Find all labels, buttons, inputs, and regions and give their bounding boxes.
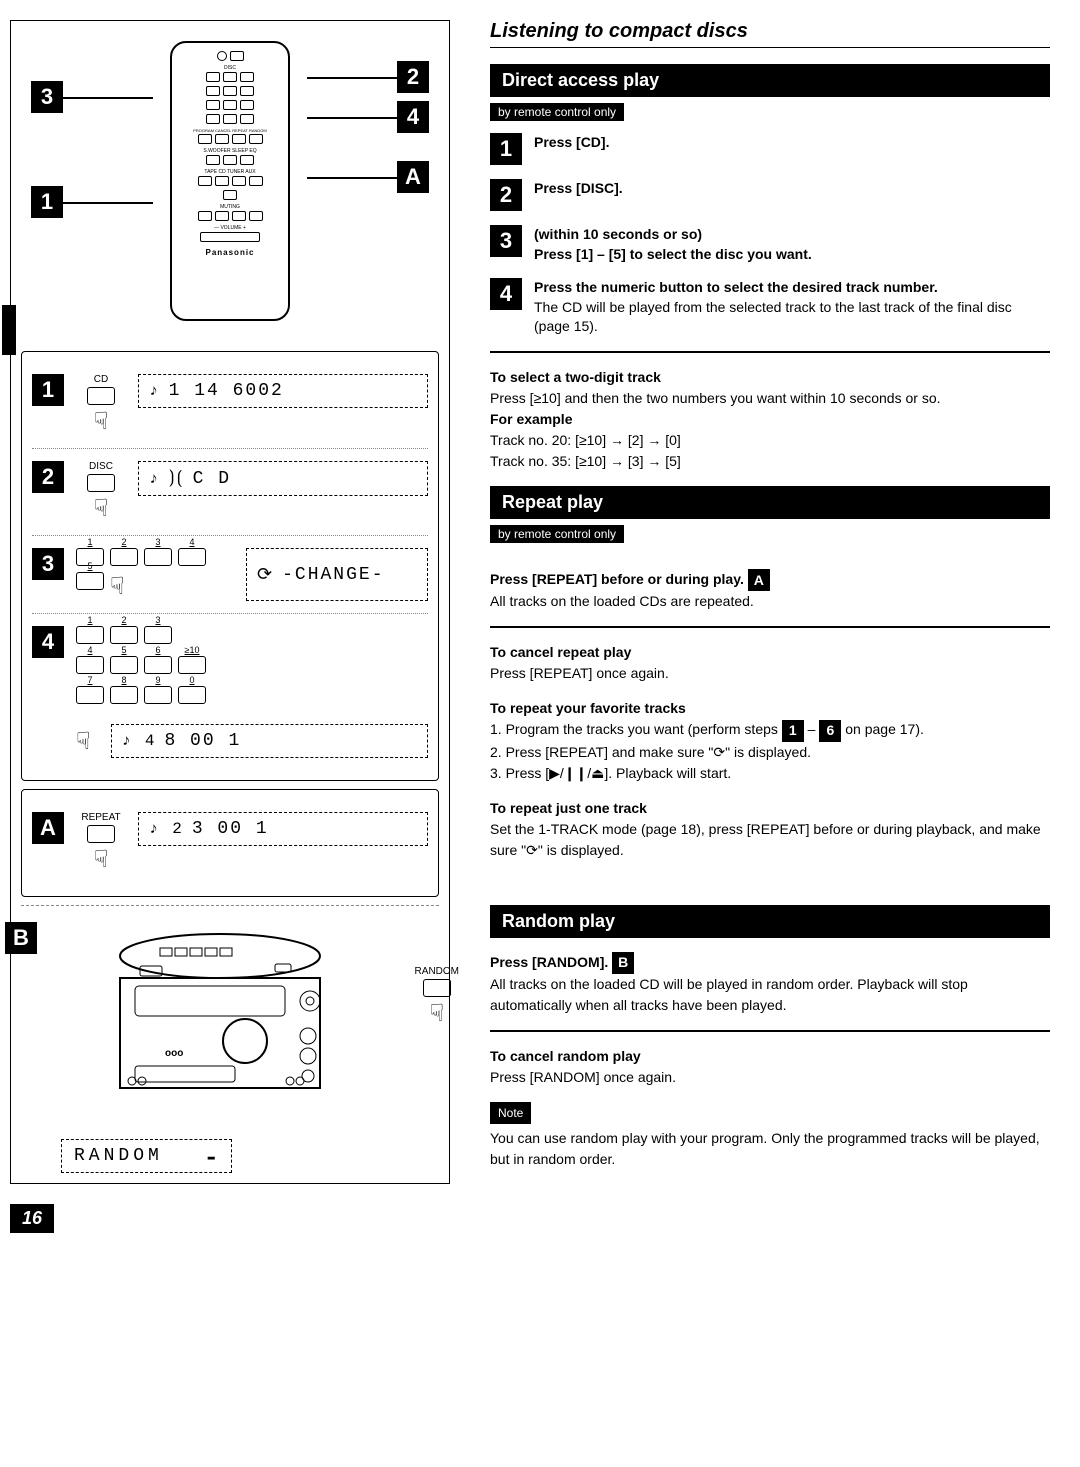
remote-brand: Panasonic [178, 248, 282, 257]
page-title: Listening to compact discs [490, 20, 1050, 48]
note-tag: Note [490, 1102, 531, 1124]
step-A-label: REPEAT [76, 812, 126, 823]
callout-1: 1 [31, 186, 63, 218]
direct-step-4: 4 Press the numeric button to select the… [490, 278, 1050, 337]
repeat-icon [713, 744, 725, 760]
remote-control: DISC PROGRAM CANCEL REPEAT RANDOM S.WOOF… [170, 41, 290, 321]
direct-step-3-num: 3 [490, 225, 522, 257]
remote-swoofer-label: S.WOOFER SLEEP EQ [178, 148, 282, 154]
step-2: 2 DISC ♪ ⟯⟮ C D [32, 449, 428, 536]
callout-4: 4 [397, 101, 429, 133]
two-digit-block: To select a two-digit track Press [≥10] … [490, 367, 1050, 472]
step-3-num: 3 [32, 548, 64, 580]
step-1-label: CD [76, 374, 126, 385]
step-3-display: ⟳ -CHANGE- [246, 548, 428, 601]
step-4-display: ♪ 4 8 00 1 [111, 724, 428, 758]
steps-box-1: 1 CD ♪ 1 14 6002 2 DISC [21, 351, 439, 781]
callout-3: 3 [31, 81, 63, 113]
direct-step-2-num: 2 [490, 179, 522, 211]
callout-A: A [397, 161, 429, 193]
ref-A: A [748, 569, 770, 591]
step-2-display: ♪ ⟯⟮ C D [138, 461, 428, 496]
svg-text:ooo: ooo [165, 1048, 183, 1059]
hand-icon [76, 407, 126, 436]
hand-icon [76, 845, 126, 874]
step-A-display: ♪ 2 3 00 1 [138, 812, 428, 846]
step-1-display: ♪ 1 14 6002 [138, 374, 428, 408]
remote-program-label: PROGRAM CANCEL REPEAT RANDOM [178, 128, 282, 133]
note-icon: ♪ 2 [149, 820, 184, 838]
random-display: RANDOM ▬ [61, 1139, 232, 1173]
hand-icon [110, 572, 125, 601]
left-column: 3 1 2 4 A DISC PROGRAM CANCEL REPEAT R [10, 20, 450, 1184]
stereo-diagram: ooo RANDOM [21, 926, 439, 1129]
random-callout: RANDOM [415, 966, 459, 1028]
repeat-favorite: To repeat your favorite tracks 1. Progra… [490, 698, 1050, 783]
repeat-press: Press [REPEAT] before or during play. A … [490, 569, 1050, 612]
step-1: 1 CD ♪ 1 14 6002 [32, 362, 428, 449]
step-2-label: DISC [76, 461, 126, 472]
page-number: 16 [10, 1204, 54, 1233]
direct-step-2: 2 Press [DISC]. [490, 179, 1050, 211]
remote-disc-label: DISC [178, 65, 282, 71]
random-heading: Random play [490, 905, 1050, 938]
repeat-one: To repeat just one track Set the 1-TRACK… [490, 798, 1050, 861]
random-note: Note You can use random play with your p… [490, 1102, 1050, 1170]
remote-tape-label: TAPE CD TUNER AUX [178, 169, 282, 175]
repeat-icon [526, 842, 538, 858]
direct-step-3: 3 (within 10 seconds or so) Press [1] – … [490, 225, 1050, 264]
ref-B: B [612, 952, 634, 974]
callout-2: 2 [397, 61, 429, 93]
repeat-tag: by remote control only [490, 525, 624, 543]
side-label: Listening operations [0, 183, 1, 360]
note-icon: ♪ [149, 470, 161, 488]
hand-icon [415, 999, 459, 1028]
repeat-heading: Repeat play [490, 486, 1050, 519]
step-A-box: A REPEAT ♪ 2 3 00 1 [21, 789, 439, 897]
step-1-num: 1 [32, 374, 64, 406]
direct-tag: by remote control only [490, 103, 624, 121]
remote-volume-label: — VOLUME + [178, 225, 282, 231]
ref-1: 1 [782, 720, 804, 742]
direct-step-1: 1 Press [CD]. [490, 133, 1050, 165]
direct-heading: Direct access play [490, 64, 1050, 97]
step-4-num: 4 [32, 626, 64, 658]
note-icon: ♪ [149, 382, 161, 400]
hand-icon [76, 727, 91, 756]
note-icon: ♪ 4 [122, 732, 157, 750]
right-column: Listening to compact discs Direct access… [480, 20, 1050, 1233]
step-A-letter: A [32, 812, 64, 844]
direct-step-1-num: 1 [490, 133, 522, 165]
ref-6: 6 [819, 720, 841, 742]
repeat-cancel: To cancel repeat play Press [REPEAT] onc… [490, 642, 1050, 684]
hand-icon [76, 494, 126, 523]
remote-muting-label: MUTING [178, 204, 282, 210]
step-A: A REPEAT ♪ 2 3 00 1 [32, 800, 428, 886]
step-2-num: 2 [32, 461, 64, 493]
step-4: 4 1 2 3 4 5 6 ≥10 7 [32, 614, 428, 770]
random-press: Press [RANDOM]. B All tracks on the load… [490, 952, 1050, 1016]
direct-step-4-num: 4 [490, 278, 522, 310]
step-B-box: B [21, 926, 439, 1173]
remote-diagram: 3 1 2 4 A DISC PROGRAM CANCEL REPEAT R [21, 31, 439, 331]
step-3: 3 1 2 3 4 5 ⟳ -CHANGE- [32, 536, 428, 614]
random-cancel: To cancel random play Press [RANDOM] onc… [490, 1046, 1050, 1088]
